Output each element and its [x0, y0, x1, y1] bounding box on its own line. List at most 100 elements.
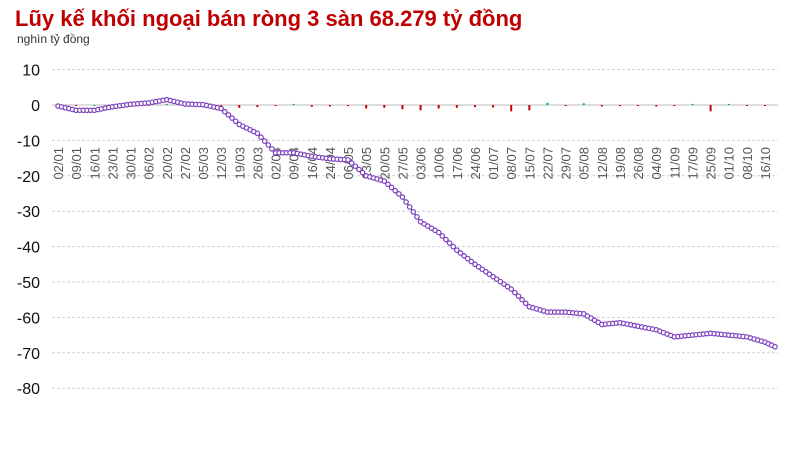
data-point — [508, 286, 515, 292]
x-tick-label: 02/01 — [51, 147, 66, 180]
x-tick-label: 29/07 — [559, 147, 574, 180]
data-point — [348, 160, 355, 166]
y-tick-label: -70 — [17, 346, 40, 363]
data-point — [490, 273, 496, 280]
daily-net-bar — [310, 105, 313, 107]
data-point-last — [772, 343, 778, 350]
x-tick-label: 05/08 — [577, 147, 592, 180]
x-tick-label: 10/06 — [432, 147, 447, 180]
daily-net-bar — [292, 103, 295, 105]
y-tick-label: -20 — [17, 169, 40, 186]
daily-net-bar — [256, 105, 259, 108]
data-point — [515, 293, 522, 299]
data-point — [396, 191, 402, 197]
data-point — [512, 289, 518, 296]
x-tick-label: 23/01 — [105, 147, 120, 180]
y-tick-label: 0 — [31, 98, 40, 115]
x-tick-label: 04/09 — [649, 147, 664, 180]
data-point — [486, 271, 493, 278]
x-tick-label: 06/05 — [341, 147, 356, 180]
x-tick-label: 17/06 — [450, 147, 465, 180]
daily-net-bar — [437, 105, 440, 109]
cumulative-line — [57, 99, 776, 348]
daily-net-bar — [637, 105, 640, 107]
data-point — [359, 169, 366, 176]
daily-net-bar — [528, 105, 531, 111]
x-tick-label: 27/05 — [395, 147, 410, 180]
data-point — [261, 138, 268, 144]
daily-net-bar — [75, 105, 78, 106]
daily-net-bar — [401, 105, 404, 110]
x-tick-label: 24/06 — [468, 147, 483, 180]
x-tick-label: 01/10 — [722, 147, 737, 180]
data-point — [439, 233, 446, 239]
y-tick-label: 10 — [22, 63, 40, 80]
daily-net-bar — [655, 105, 658, 107]
daily-net-bar — [383, 105, 386, 108]
x-tick-label: 11/09 — [667, 147, 682, 179]
daily-net-bar — [510, 105, 513, 112]
data-point — [399, 194, 406, 200]
daily-net-bar — [238, 105, 241, 108]
x-tick-label: 16/01 — [87, 147, 102, 180]
data-point — [406, 204, 413, 210]
y-tick-label: -40 — [17, 240, 40, 257]
x-tick-label: 16/04 — [305, 147, 320, 180]
daily-net-bar — [328, 105, 331, 107]
data-point — [519, 296, 525, 303]
data-point — [392, 187, 398, 194]
data-point — [225, 112, 232, 118]
data-point — [410, 209, 417, 215]
daily-net-bar — [419, 105, 422, 111]
daily-net-bar — [582, 103, 585, 105]
x-tick-label: 01/07 — [486, 147, 501, 180]
daily-net-bar — [492, 105, 495, 108]
x-tick-label: 12/08 — [595, 147, 610, 180]
daily-net-bar — [727, 103, 730, 105]
data-point — [403, 199, 409, 205]
data-point — [446, 240, 453, 246]
daily-net-bar — [365, 105, 368, 109]
data-point — [468, 258, 475, 265]
x-tick-label: 17/09 — [685, 147, 700, 180]
data-point — [443, 236, 449, 243]
data-point — [356, 166, 362, 173]
daily-net-bar — [274, 105, 277, 107]
x-tick-label: 27/02 — [178, 147, 193, 180]
daily-net-bar — [673, 105, 676, 107]
data-point — [345, 157, 351, 163]
data-point — [454, 247, 460, 253]
x-tick-label: 24/04 — [323, 147, 338, 180]
data-point — [464, 255, 471, 262]
data-point — [258, 134, 264, 141]
daily-net-bar — [93, 105, 96, 106]
y-tick-label: -80 — [17, 381, 40, 398]
data-point — [221, 108, 228, 115]
x-tick-label: 06/02 — [142, 147, 157, 180]
y-tick-label: -30 — [17, 204, 40, 221]
x-tick-label: 16/10 — [758, 147, 773, 180]
y-tick-label: -50 — [17, 275, 40, 292]
data-point — [218, 105, 224, 112]
x-tick-label: 25/09 — [704, 147, 719, 180]
daily-net-bar — [745, 105, 748, 107]
data-point — [254, 130, 261, 137]
daily-net-bar — [165, 103, 168, 105]
data-point — [493, 276, 500, 282]
data-point — [269, 146, 275, 152]
x-tick-label: 20/02 — [160, 147, 175, 180]
x-tick-label: 20/05 — [377, 147, 392, 180]
chart-title: Lũy kế khối ngoại bán ròng 3 sàn 68.279 … — [15, 6, 523, 31]
daily-net-bar — [709, 105, 712, 112]
x-tick-label: 22/07 — [540, 147, 555, 180]
data-point — [504, 283, 511, 290]
daily-net-bar — [618, 105, 621, 107]
x-tick-label: 19/03 — [232, 147, 247, 180]
daily-net-bar — [473, 105, 476, 108]
data-point — [450, 243, 456, 250]
daily-net-bar — [347, 105, 350, 107]
y-tick-label: -10 — [17, 133, 40, 150]
data-point — [232, 118, 239, 125]
x-tick-label: 26/08 — [631, 147, 646, 180]
